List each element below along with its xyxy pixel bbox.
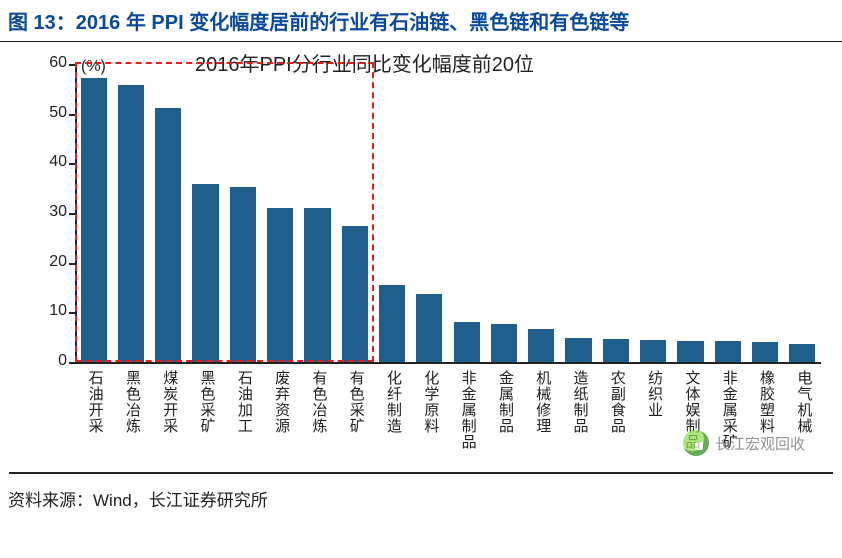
highlight-box — [75, 62, 374, 362]
y-tick-label: 0 — [35, 352, 67, 370]
x-tick-label: 化学原料 — [420, 370, 441, 434]
wechat-icon — [683, 430, 709, 456]
bar — [715, 341, 741, 362]
y-tick-label: 10 — [35, 302, 67, 320]
x-tick-label: 机械修理 — [532, 370, 553, 434]
x-tick-label: 黑色冶炼 — [122, 370, 143, 434]
x-tick-label: 煤炭开采 — [159, 370, 180, 434]
bar — [789, 344, 815, 362]
bar — [454, 322, 480, 362]
bar — [640, 340, 666, 362]
bar — [528, 329, 554, 362]
x-tick-label: 造纸制品 — [570, 370, 591, 434]
figure-title: 图 13：2016 年 PPI 变化幅度居前的行业有石油链、黑色链和有色链等 — [0, 0, 842, 42]
bar — [603, 339, 629, 362]
x-tick-label: 电气机械 — [793, 370, 814, 434]
y-tick-mark — [69, 362, 75, 364]
x-tick-label: 非金属制品 — [458, 370, 479, 450]
chart-area: 2016年PPI分行业同比变化幅度前20位 (%) 0102030405060 … — [9, 42, 833, 482]
x-tick-label: 金属制品 — [495, 370, 516, 434]
x-axis-line — [75, 362, 821, 364]
x-tick-label: 有色采矿 — [346, 370, 367, 434]
x-tick-label: 橡胶塑料 — [756, 370, 777, 434]
y-tick-label: 20 — [35, 253, 67, 271]
y-tick-label: 40 — [35, 153, 67, 171]
bar — [752, 342, 778, 362]
bar — [491, 324, 517, 362]
watermark-text: 长江宏观回收 — [715, 433, 805, 454]
y-tick-label: 60 — [35, 54, 67, 72]
bar — [379, 285, 405, 362]
x-tick-label: 石油开采 — [85, 370, 106, 434]
bar — [677, 341, 703, 362]
x-tick-label: 化纤制造 — [383, 370, 404, 434]
bottom-rule — [9, 472, 833, 474]
bar — [565, 338, 591, 362]
bar — [416, 294, 442, 362]
watermark: 长江宏观回收 — [683, 430, 805, 456]
x-tick-label: 废弃资源 — [271, 370, 292, 434]
x-tick-label: 石油加工 — [234, 370, 255, 434]
y-tick-label: 30 — [35, 203, 67, 221]
x-tick-label: 有色冶炼 — [308, 370, 329, 434]
x-tick-label: 纺织业 — [644, 370, 665, 418]
y-tick-label: 50 — [35, 104, 67, 122]
x-tick-label: 黑色采矿 — [197, 370, 218, 434]
x-tick-label: 农副食品 — [607, 370, 628, 434]
source-text: 资料来源：Wind，长江证券研究所 — [0, 482, 842, 515]
